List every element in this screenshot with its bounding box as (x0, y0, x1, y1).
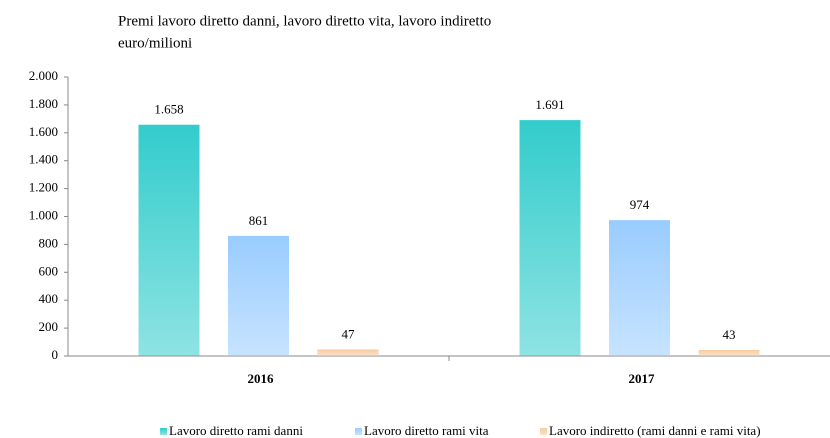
bar (228, 235, 289, 356)
bar (698, 350, 760, 356)
legend-swatch (355, 428, 362, 435)
y-tick-label: 1.600 (29, 124, 58, 139)
y-tick-label: 800 (39, 235, 59, 250)
y-tick-label: 2.000 (29, 68, 58, 83)
data-label: 47 (342, 326, 356, 341)
legend-label: Lavoro diretto rami danni (169, 423, 303, 438)
y-tick-label: 1.400 (29, 152, 58, 167)
data-label: 974 (630, 197, 650, 212)
data-label: 1.691 (535, 97, 564, 112)
y-tick-label: 1.800 (29, 96, 58, 111)
bar (609, 220, 670, 356)
bar (138, 124, 200, 356)
data-label: 43 (723, 327, 736, 342)
bar (317, 349, 379, 356)
chart-title: Premi lavoro diretto danni, lavoro diret… (118, 13, 491, 29)
legend-label: Lavoro indiretto (rami danni e rami vita… (549, 423, 761, 438)
data-label: 1.658 (154, 102, 183, 117)
y-tick-label: 1.200 (29, 180, 58, 195)
legend-swatch (540, 428, 547, 435)
y-tick-label: 400 (39, 291, 59, 306)
legend-label: Lavoro diretto rami vita (364, 423, 489, 438)
legend-swatch (160, 428, 167, 435)
x-tick-label: 2017 (629, 371, 656, 386)
bar (519, 120, 581, 356)
chart-subtitle: euro/milioni (118, 35, 192, 51)
x-tick-label: 2016 (248, 371, 275, 386)
y-tick-label: 600 (39, 263, 59, 278)
y-tick-label: 1.000 (29, 207, 58, 222)
y-tick-label: 200 (39, 319, 59, 334)
data-label: 861 (249, 213, 269, 228)
y-tick-label: 0 (52, 347, 59, 362)
